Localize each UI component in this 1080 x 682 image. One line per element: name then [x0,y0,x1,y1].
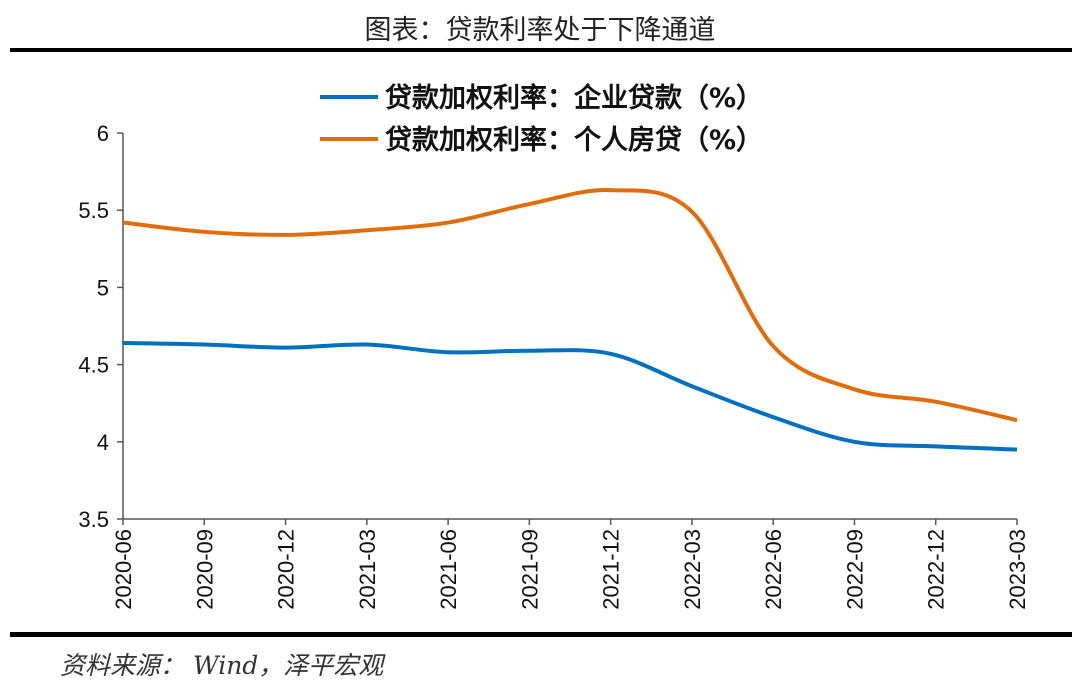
x-tick-label: 2022-06 [761,529,786,610]
chart-title: 图表：贷款利率处于下降通道 [364,15,716,46]
x-tick-label: 2021-12 [599,529,624,610]
y-tick-label: 3.5 [78,507,109,532]
x-tick-label: 2020-09 [192,529,217,610]
x-tick-label: 2020-12 [274,529,299,610]
y-tick-label: 4.5 [78,353,109,378]
y-tick-label: 5 [97,275,109,300]
x-tick-label: 2023-03 [1005,529,1030,610]
top-divider [10,48,1072,52]
x-tick-label: 2022-09 [842,529,867,610]
x-tick-label: 2021-09 [517,529,542,610]
source-note: 资料来源： Wind，泽平宏观 [60,651,384,680]
x-tick-label: 2021-06 [436,529,461,610]
series-line-1 [122,188,1018,423]
x-tick-label: 2020-06 [111,529,136,610]
legend-label-0: 贷款加权利率：企业贷款（%） [385,82,763,114]
x-tick-label: 2022-03 [680,529,705,610]
y-tick-label: 5.5 [78,198,109,223]
legend-label-1: 贷款加权利率：个人房贷（%） [385,124,763,156]
x-tick-label: 2022-12 [924,529,949,610]
x-tick-label: 2021-03 [355,529,380,610]
series-line-0 [122,340,1018,452]
bottom-divider [10,632,1072,637]
y-tick-label: 6 [97,121,109,146]
y-tick-label: 4 [97,430,109,455]
